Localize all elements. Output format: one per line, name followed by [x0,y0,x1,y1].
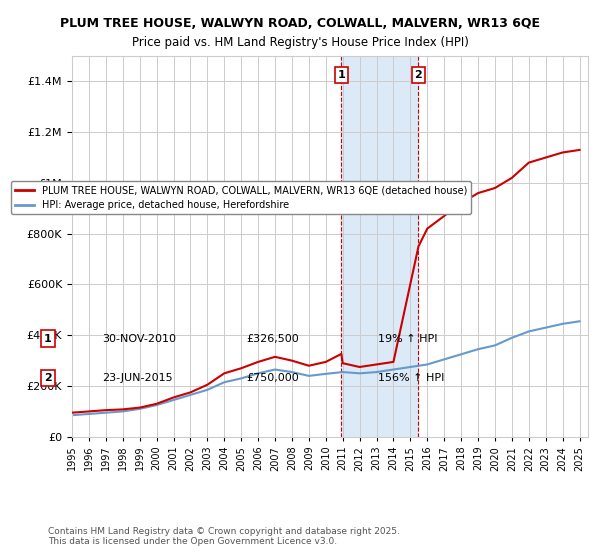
Text: 2: 2 [44,373,52,383]
Text: 23-JUN-2015: 23-JUN-2015 [102,373,173,383]
Text: 1: 1 [44,334,52,344]
Text: 2: 2 [415,70,422,80]
Bar [341,56,418,437]
Text: PLUM TREE HOUSE, WALWYN ROAD, COLWALL, MALVERN, WR13 6QE: PLUM TREE HOUSE, WALWYN ROAD, COLWALL, M… [60,17,540,30]
Text: 1: 1 [337,70,345,80]
Text: 30-NOV-2010: 30-NOV-2010 [102,334,176,344]
Text: Contains HM Land Registry data © Crown copyright and database right 2025.
This d: Contains HM Land Registry data © Crown c… [48,526,400,546]
Legend: PLUM TREE HOUSE, WALWYN ROAD, COLWALL, MALVERN, WR13 6QE (detached house), HPI: : PLUM TREE HOUSE, WALWYN ROAD, COLWALL, M… [11,181,471,214]
Text: £326,500: £326,500 [246,334,299,344]
Text: £750,000: £750,000 [246,373,299,383]
Text: 19% ↑ HPI: 19% ↑ HPI [378,334,437,344]
Text: 156% ↑ HPI: 156% ↑ HPI [378,373,445,383]
Text: Price paid vs. HM Land Registry's House Price Index (HPI): Price paid vs. HM Land Registry's House … [131,36,469,49]
